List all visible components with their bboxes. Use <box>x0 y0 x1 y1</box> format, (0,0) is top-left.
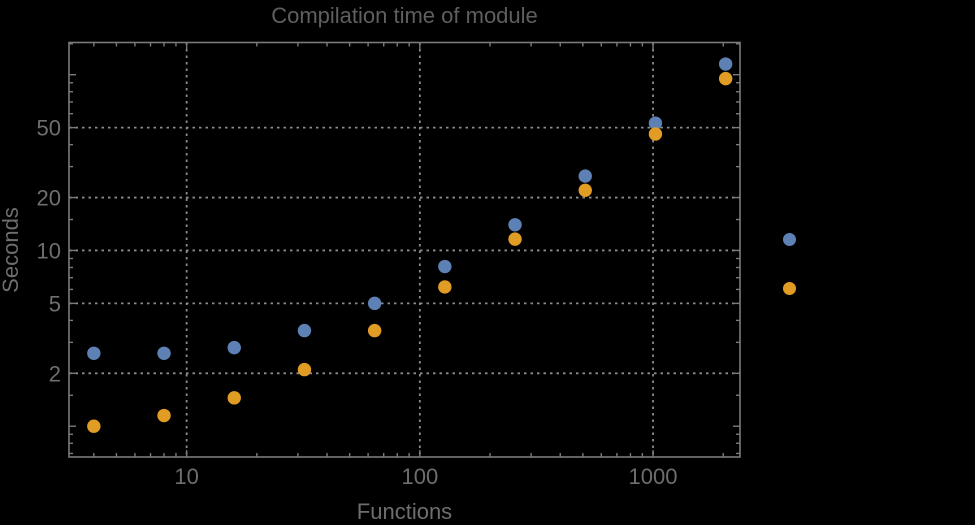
data-point-series-1-blue-x256 <box>508 218 522 232</box>
tick-label-x-1000: 1000 <box>629 464 678 489</box>
data-point-series-2-orange-x16 <box>227 391 241 405</box>
data-point-series-1-blue-x512 <box>578 169 592 183</box>
legend-marker-series1 <box>783 233 796 246</box>
legend-marker-series2 <box>783 282 796 295</box>
data-point-series-1-blue-x128 <box>438 259 452 274</box>
data-point-series-2-orange-x1024 <box>648 127 663 141</box>
data-point-series-1-blue-x2048 <box>718 57 733 71</box>
tick-label-y-50: 50 <box>37 116 61 141</box>
data-point-series-2-orange-x128 <box>438 280 452 294</box>
data-point-series-2-orange-x64 <box>367 323 382 338</box>
data-point-series-2-orange-x8 <box>157 408 171 423</box>
data-point-series-2-orange-x32 <box>297 362 312 377</box>
tick-label-x-10: 10 <box>174 464 198 489</box>
tick-label-y-20: 20 <box>37 186 61 211</box>
chart-title: Compilation time of module <box>271 3 538 28</box>
data-point-series-1-blue-x32 <box>297 323 312 338</box>
plot-frame <box>68 41 741 458</box>
data-point-series-2-orange-x256 <box>508 232 522 246</box>
tick-label-x-100: 100 <box>401 464 438 489</box>
tick-label-y-10: 10 <box>37 238 61 263</box>
tick-label-y-5: 5 <box>49 291 61 316</box>
y-axis-label: Seconds <box>0 207 23 293</box>
data-point-series-1-blue-x1024 <box>648 116 663 130</box>
tick-label-y-2: 2 <box>49 361 61 386</box>
data-point-series-1-blue-x4 <box>87 346 101 360</box>
data-point-series-2-orange-x2048 <box>718 71 733 86</box>
data-point-series-2-orange-x512 <box>578 183 592 197</box>
data-point-series-1-blue-x16 <box>227 340 241 355</box>
data-point-series-1-blue-x64 <box>367 296 382 311</box>
data-point-series-1-blue-x8 <box>157 346 171 360</box>
x-axis-label: Functions <box>356 499 453 524</box>
data-point-series-2-orange-x4 <box>87 419 101 433</box>
